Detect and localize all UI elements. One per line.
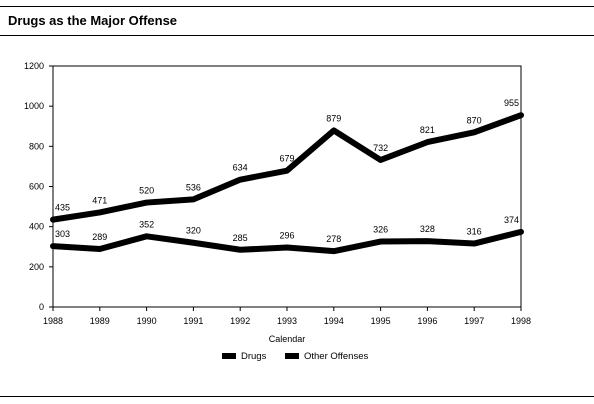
data-label: 285 bbox=[233, 233, 248, 243]
data-label: 870 bbox=[467, 115, 482, 125]
series-line-drugs bbox=[50, 112, 524, 223]
x-tick-label: 1997 bbox=[464, 316, 484, 326]
data-label: 328 bbox=[420, 224, 435, 234]
y-tick-label: 1000 bbox=[24, 101, 44, 111]
data-label: 634 bbox=[233, 163, 248, 173]
data-label: 435 bbox=[55, 203, 70, 213]
legend-swatch bbox=[285, 353, 299, 359]
legend-swatch bbox=[222, 353, 236, 359]
data-label: 289 bbox=[92, 232, 107, 242]
legend-label: Drugs bbox=[241, 351, 267, 362]
x-tick-label: 1996 bbox=[417, 316, 437, 326]
data-label: 303 bbox=[55, 229, 70, 239]
plot-area bbox=[52, 65, 522, 308]
x-tick-label: 1991 bbox=[183, 316, 203, 326]
x-tick-label: 1988 bbox=[43, 316, 63, 326]
page-title: Drugs as the Major Offense bbox=[8, 13, 178, 28]
x-tick-label: 1993 bbox=[277, 316, 297, 326]
data-label: 679 bbox=[279, 154, 294, 164]
x-tick-label: 1998 bbox=[511, 316, 531, 326]
legend-label: Other Offenses bbox=[304, 351, 368, 362]
data-label: 374 bbox=[504, 215, 519, 225]
data-labels: 435 471 520 536 634 679 879 732 821 870 955 303 289 3… bbox=[55, 98, 519, 244]
data-label: 536 bbox=[186, 182, 201, 192]
series-line-other-offenses bbox=[50, 228, 524, 255]
legend: Drugs Other Offenses bbox=[222, 351, 368, 362]
data-label: 732 bbox=[373, 143, 388, 153]
data-label: 296 bbox=[279, 231, 294, 241]
x-tick-label: 1990 bbox=[137, 316, 157, 326]
x-axis: 1988 1989 1990 1991 1992 1993 1994 1995 1996 1997… bbox=[43, 307, 531, 326]
data-label: 278 bbox=[326, 234, 341, 244]
data-label: 316 bbox=[467, 227, 482, 237]
bottom-rule bbox=[0, 396, 594, 397]
series-lines bbox=[50, 112, 524, 255]
y-tick-label: 200 bbox=[29, 262, 44, 272]
data-label: 821 bbox=[420, 125, 435, 135]
data-label: 320 bbox=[186, 226, 201, 236]
data-label: 879 bbox=[326, 113, 341, 123]
x-axis-label: Calendar bbox=[269, 334, 306, 344]
x-tick-label: 1995 bbox=[371, 316, 391, 326]
data-label: 352 bbox=[139, 219, 154, 229]
x-tick-label: 1989 bbox=[90, 316, 110, 326]
x-tick-label: 1994 bbox=[324, 316, 344, 326]
x-tick-label: 1992 bbox=[230, 316, 250, 326]
y-axis: 0 200 400 600 800 1000 1200 bbox=[24, 61, 53, 312]
y-tick-label: 1200 bbox=[24, 61, 44, 71]
data-label: 520 bbox=[139, 186, 154, 196]
y-tick-label: 0 bbox=[39, 302, 44, 312]
data-label: 326 bbox=[373, 225, 388, 235]
y-tick-label: 800 bbox=[29, 141, 44, 151]
top-rule bbox=[0, 6, 594, 7]
data-label: 471 bbox=[92, 195, 107, 205]
title-underline bbox=[0, 35, 594, 36]
y-tick-label: 400 bbox=[29, 222, 44, 232]
y-tick-label: 600 bbox=[29, 182, 44, 192]
data-label: 955 bbox=[504, 98, 519, 108]
